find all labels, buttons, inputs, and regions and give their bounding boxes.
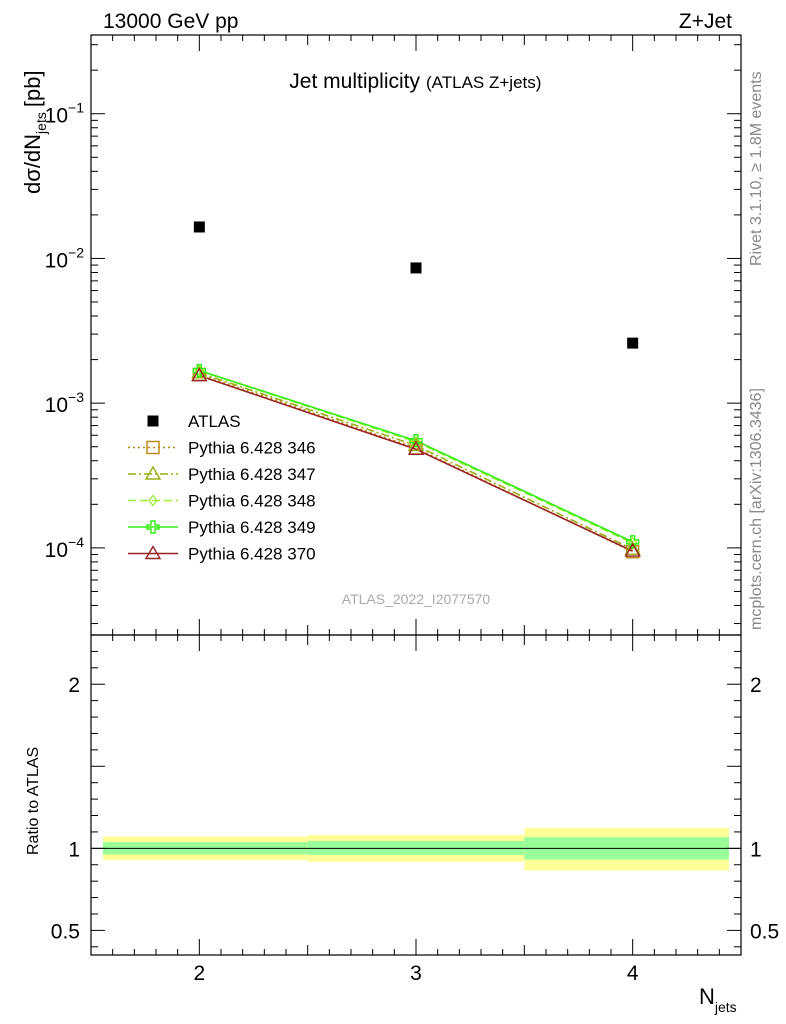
legend-label: ATLAS — [188, 412, 241, 431]
x-tick-label: 4 — [627, 962, 639, 985]
series-line-4 — [199, 369, 634, 543]
ratio-y-tick-label-right: 0.5 — [750, 920, 779, 943]
series-line-2 — [199, 372, 634, 550]
mcplots-label: mcplots.cern.ch [arXiv:1306.3436] — [748, 388, 765, 630]
legend: ATLAS Pythia 6.428 346 Pythia 6.428 347 Pyt… — [128, 412, 316, 564]
series-line-1 — [199, 373, 634, 553]
main-minor-ticks — [91, 44, 741, 625]
ratio-y-ticks: 0.5 0.5 1 1 2 2 — [51, 650, 779, 948]
analysis-id-label: ATLAS_2022_I2077570 — [342, 591, 491, 607]
point-series-4 — [192, 363, 207, 378]
legend-marker — [146, 520, 160, 534]
data-markers — [191, 221, 641, 559]
y-tick-label: 10−3 — [45, 389, 85, 417]
legend-label: Pythia 6.428 348 — [188, 492, 316, 511]
uncertainty-bands — [103, 827, 729, 871]
main-y-ticks: 10−1 10−2 10−3 10−4 — [45, 100, 741, 562]
legend-marker — [147, 415, 159, 427]
y-tick-label: 10−2 — [45, 244, 85, 272]
ratio-y-tick-label: 1 — [68, 838, 80, 861]
point-series-2 — [407, 437, 425, 452]
legend-label: Pythia 6.428 370 — [188, 545, 316, 564]
y-tick-label: 10−4 — [45, 534, 85, 562]
series-line-5 — [199, 374, 634, 552]
main-panel: 10−1 10−2 10−3 10−4 Jet multiplicity (ATLAS… — [20, 34, 742, 636]
point-series-0 — [627, 337, 639, 349]
ratio-panel: 0.5 0.5 1 1 2 2 2 3 4 Ratio to ATLAS Njets — [25, 634, 779, 1015]
main-x-ticks — [90, 35, 742, 635]
x-axis-label: Njets — [699, 984, 737, 1015]
plot-subtitle: (ATLAS Z+jets) — [426, 73, 541, 92]
ratio-y-axis-label: Ratio to ATLAS — [25, 747, 42, 855]
header-right: Z+Jet — [679, 10, 732, 33]
y-tick-label: 10−1 — [45, 100, 85, 128]
header-left: 13000 GeV pp — [103, 10, 238, 33]
point-series-5 — [191, 367, 208, 382]
x-tick-label: 2 — [193, 962, 205, 985]
point-series-5 — [407, 440, 425, 455]
legend-marker — [146, 440, 160, 455]
legend-marker — [144, 465, 162, 480]
ratio-y-tick-label: 0.5 — [51, 920, 80, 943]
point-series-0 — [193, 221, 205, 233]
point-series-5 — [624, 542, 641, 557]
point-series-2 — [624, 540, 641, 555]
ratio-y-tick-label-right: 2 — [750, 674, 762, 697]
rivet-version-label: Rivet 3.1.10, ≥ 1.8M events — [748, 71, 765, 266]
main-y-axis-label: dσ/dNjets[pb] — [20, 70, 49, 194]
x-tick-label: 3 — [410, 962, 422, 985]
ratio-y-tick-label: 2 — [68, 674, 80, 697]
plot-title: Jet multiplicity — [289, 70, 420, 93]
legend-label: Pythia 6.428 346 — [188, 439, 316, 458]
legend-label: Pythia 6.428 349 — [188, 518, 316, 537]
ratio-frame — [90, 634, 742, 956]
legend-marker — [144, 545, 162, 560]
ratio-y-tick-label-right: 1 — [750, 838, 762, 861]
legend-label: Pythia 6.428 347 — [188, 465, 316, 484]
point-series-0 — [410, 262, 422, 274]
ratio-x-ticks: 2 3 4 — [90, 635, 742, 985]
legend-marker — [148, 494, 158, 507]
